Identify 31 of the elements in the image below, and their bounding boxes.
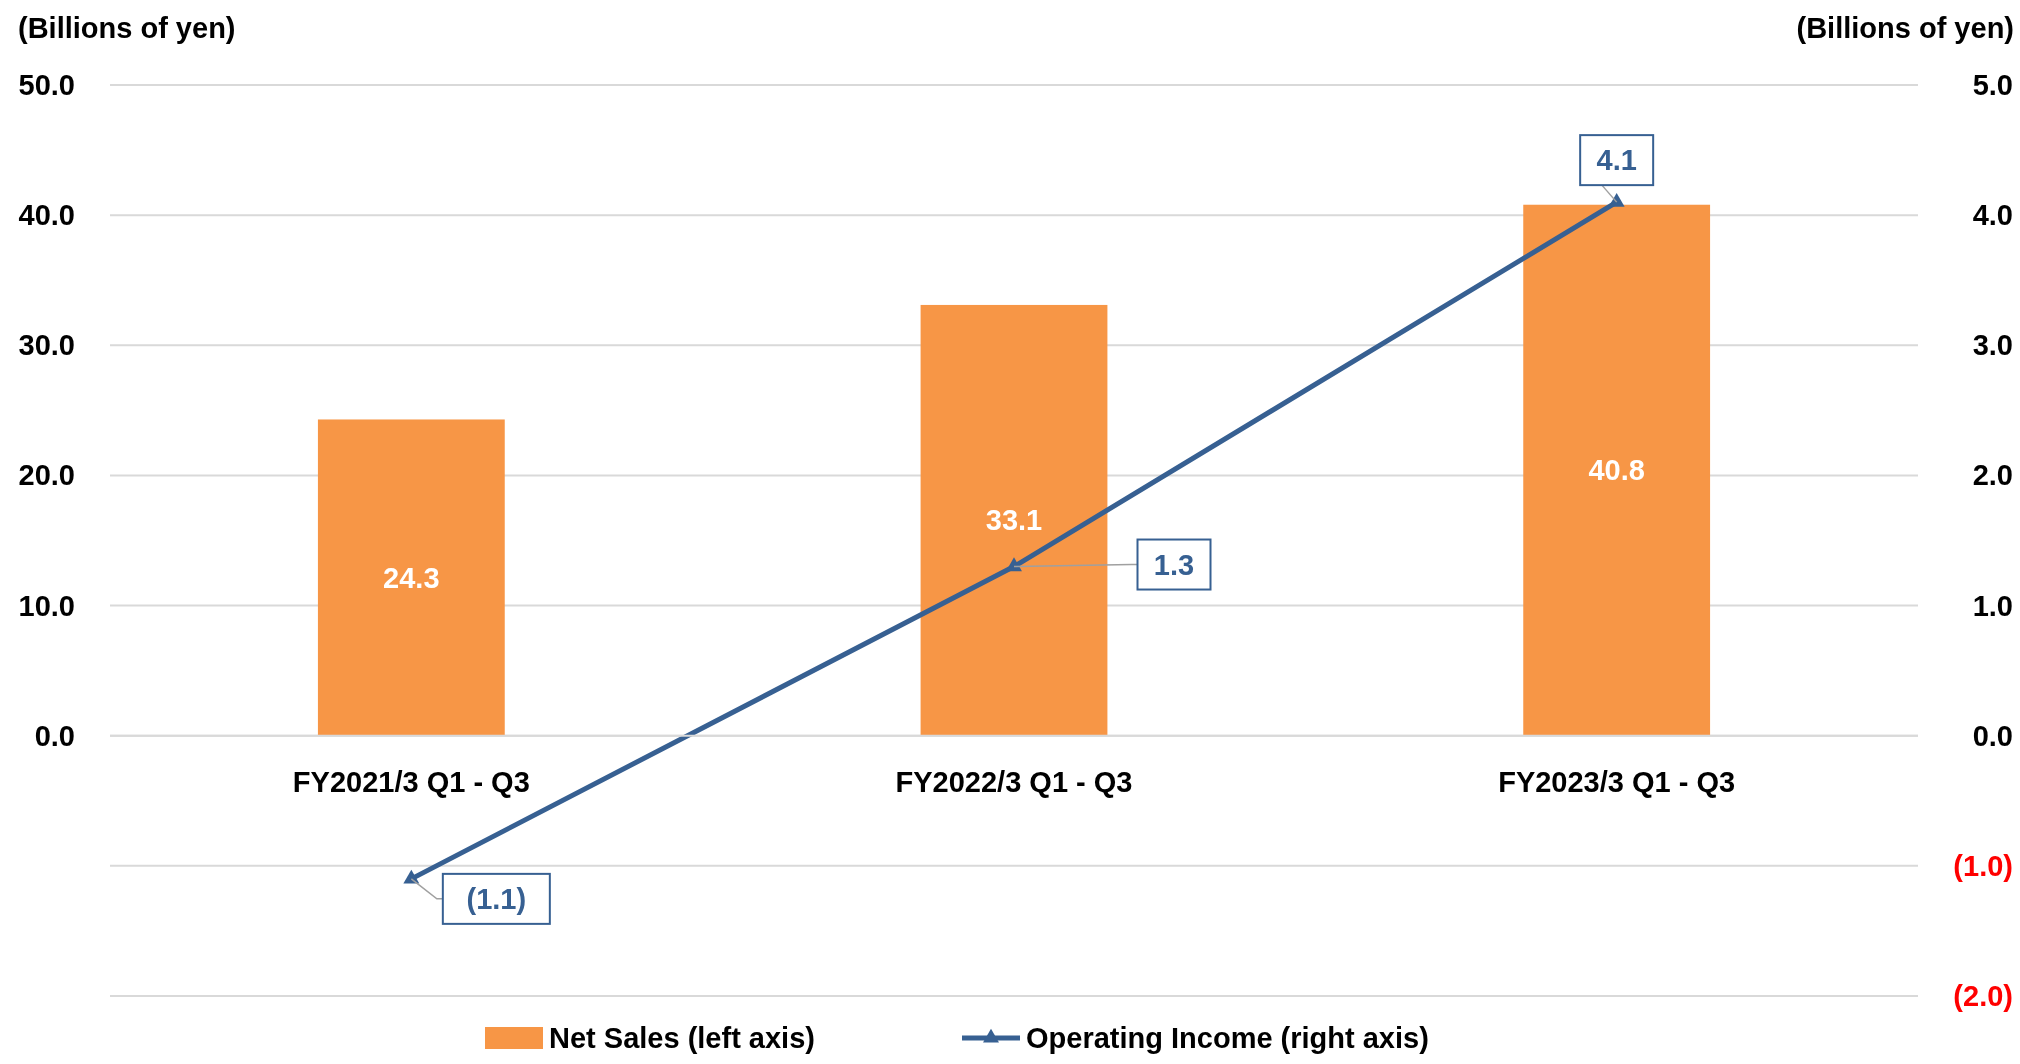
data-label: 24.3 [383,561,440,594]
data-label: 1.3 [1153,548,1195,581]
y2-tick-label: 0.0 [1972,719,2013,752]
legend-label: Operating Income (right axis) [1026,1022,1429,1054]
y-tick-label: 20.0 [18,459,75,492]
y-tick-label: 40.0 [18,199,75,232]
y2-tick-label: (2.0) [1953,980,2013,1012]
y-tick-label: 30.0 [18,329,75,362]
y2-tick-label: 3.0 [1972,329,2013,362]
y-axis-title: (Billions of yen) [18,12,236,44]
data-label: (1.1) [466,882,527,915]
data-label: 4.1 [1596,144,1637,177]
data-label: 40.8 [1588,454,1645,487]
x-tick-label: FY2022/3 Q1 - Q3 [895,765,1133,798]
y-tick-label: 0.0 [34,719,75,752]
legend-label: Net Sales (left axis) [549,1022,815,1054]
data-label: 33.1 [985,504,1043,537]
y2-tick-label: 5.0 [1972,69,2013,101]
y2-axis-title: (Billions of yen) [1796,12,2014,44]
y2-tick-label: 2.0 [1972,459,2013,492]
y2-tick-label: (1.0) [1953,849,2013,882]
y2-tick-label: 4.0 [1972,199,2013,232]
y-tick-label: 50.0 [18,69,75,101]
bar [920,304,1108,736]
x-tick-label: FY2023/3 Q1 - Q3 [1498,765,1736,798]
y-tick-label: 10.0 [18,589,75,622]
x-tick-label: FY2021/3 Q1 - Q3 [292,765,530,798]
bar [317,419,505,736]
bar [1523,204,1711,736]
y2-tick-label: 1.0 [1972,589,2013,622]
point [1006,557,1022,572]
